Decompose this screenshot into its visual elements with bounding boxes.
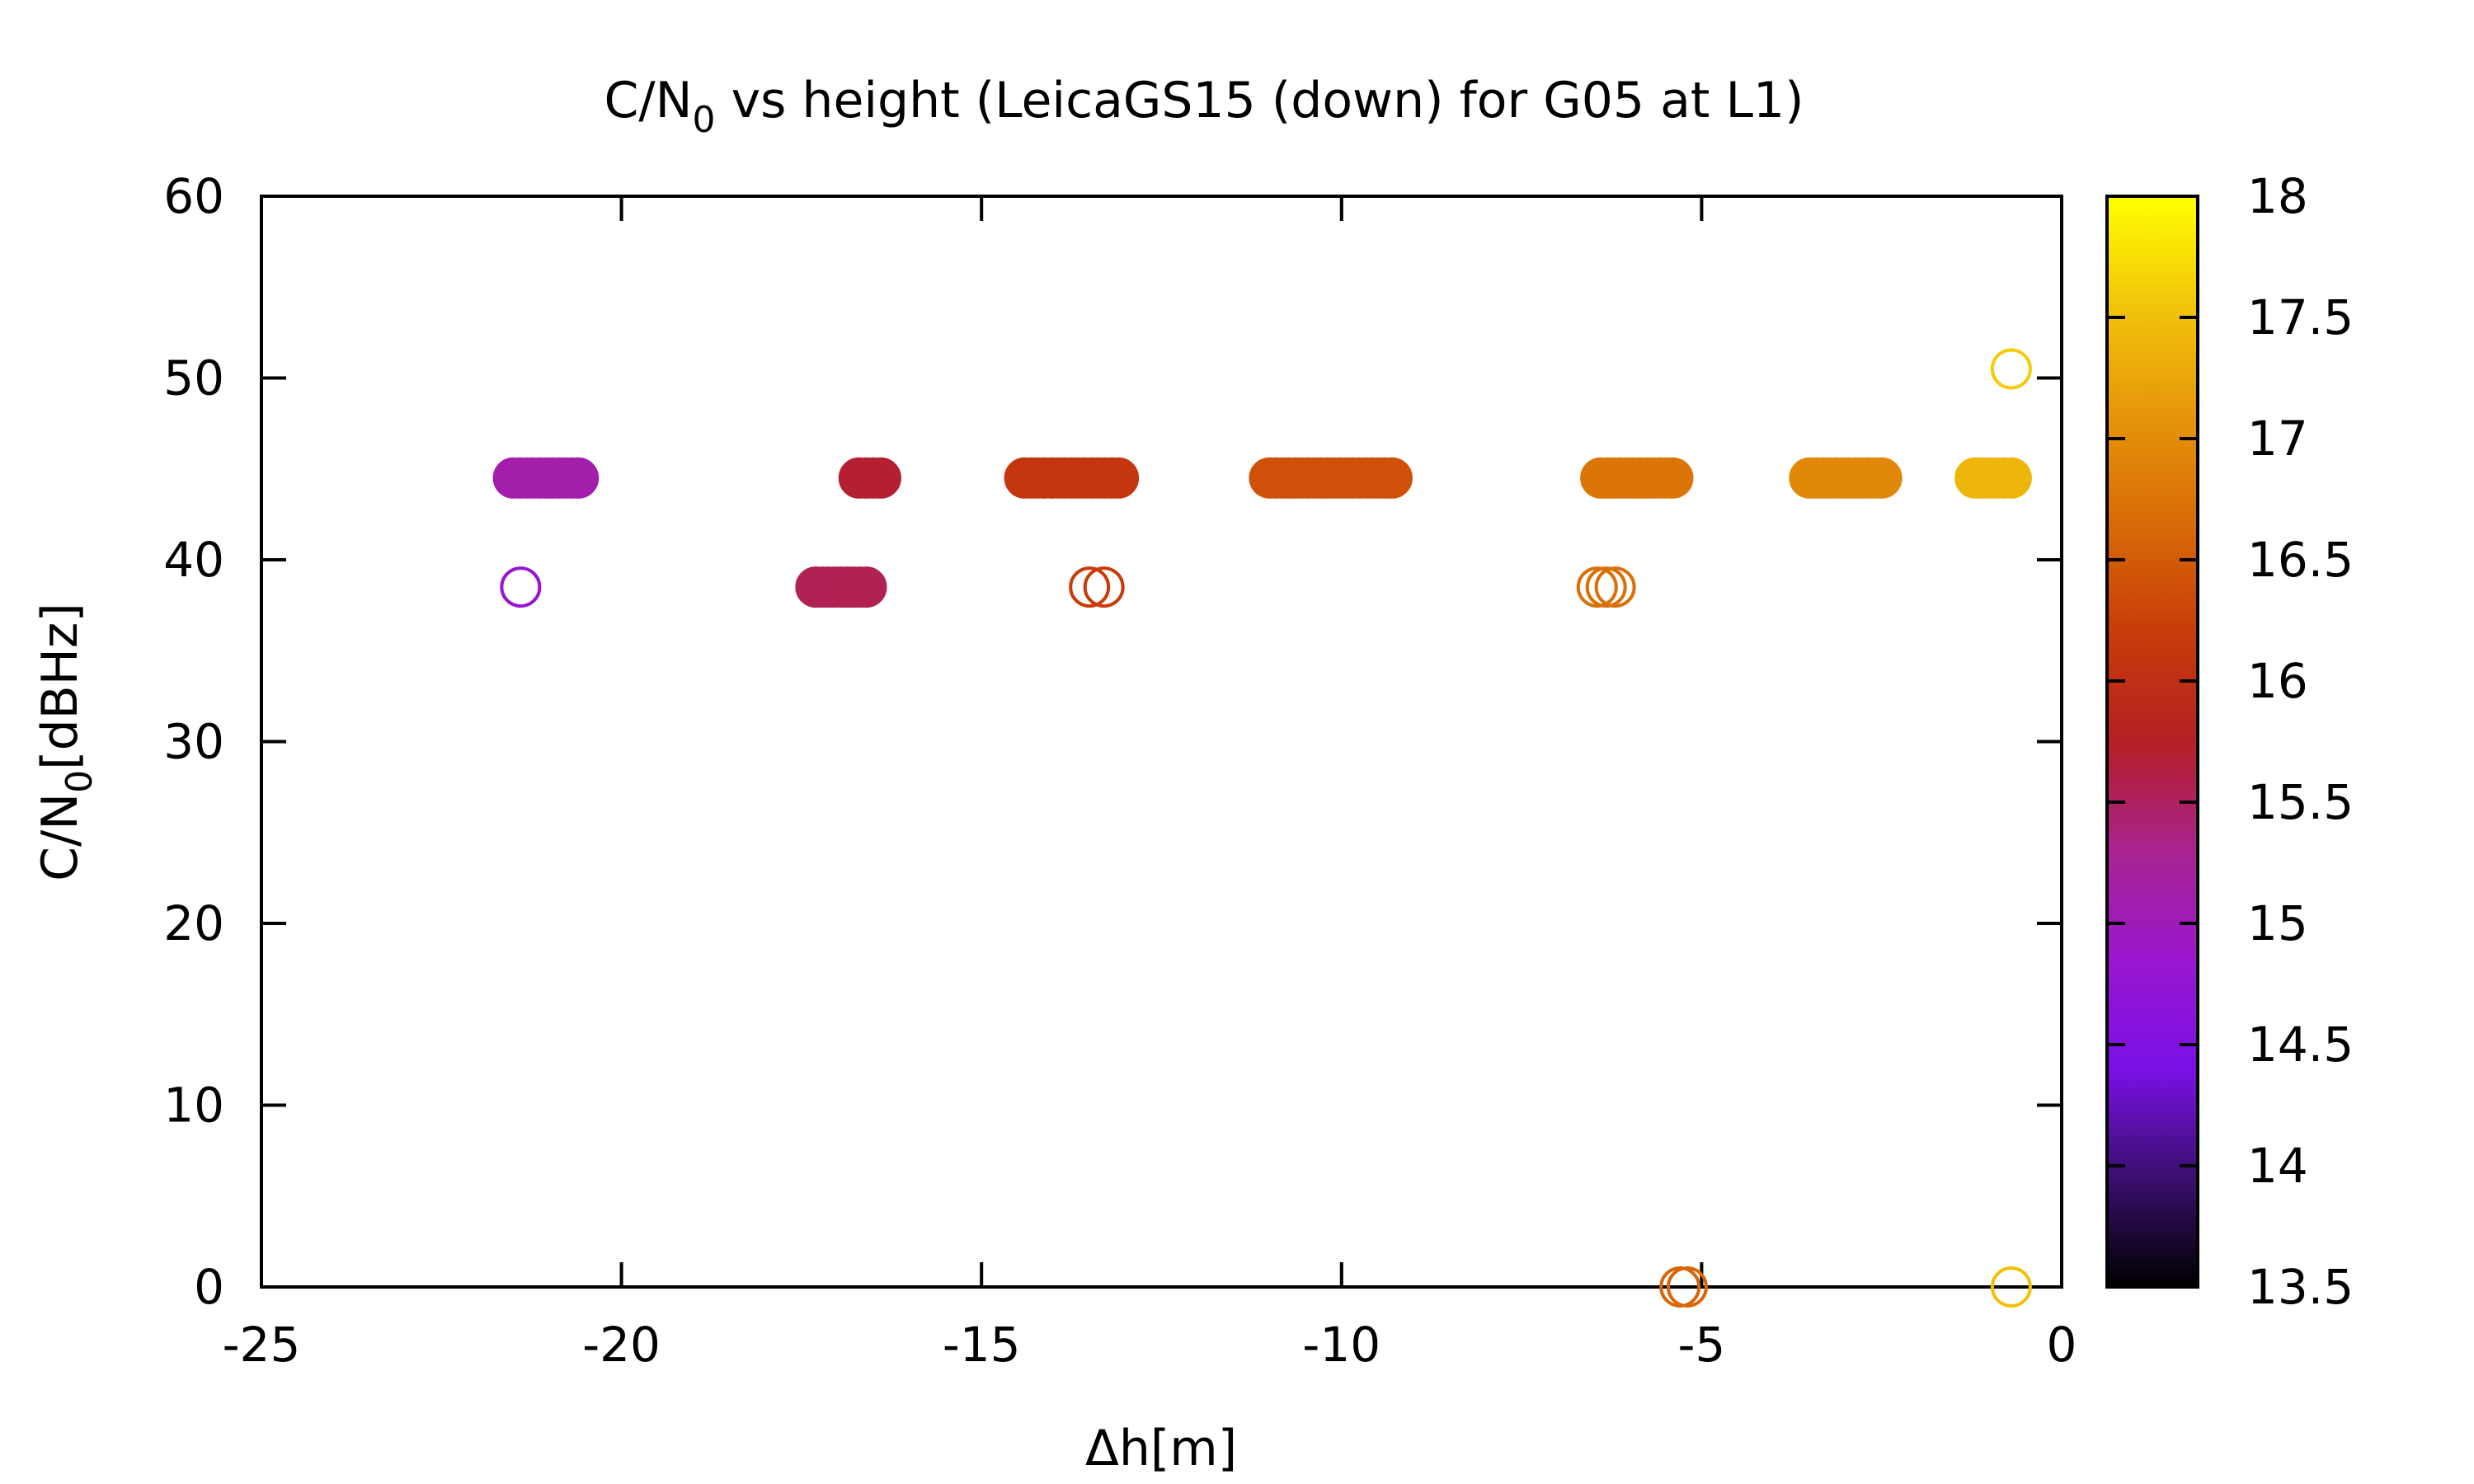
colorbar-tick-label: 17.5 — [2247, 289, 2354, 345]
data-point — [1990, 1266, 2032, 1308]
y-tick-labels: 0 10 20 30 40 50 60 — [163, 168, 224, 1315]
data-point — [845, 566, 887, 608]
data-point — [500, 566, 542, 608]
data-point — [557, 457, 600, 499]
colorbar — [2105, 195, 2199, 1289]
x-tick-labels: -25 -20 -15 -10 -5 0 — [223, 1317, 2077, 1373]
y-tick-label: 50 — [163, 350, 224, 406]
colorbar-tick-label: 16 — [2247, 653, 2308, 709]
y-tick-label: 20 — [163, 895, 224, 951]
data-point — [1652, 457, 1694, 499]
x-tick-label: -20 — [582, 1317, 661, 1373]
colorbar-tick-label: 15.5 — [2247, 774, 2354, 830]
chart-title: C/N0 vs height (LeicaGS15 (down) for G05… — [604, 72, 1804, 141]
x-tick-label: -25 — [223, 1317, 301, 1373]
y-tick-label: 10 — [163, 1078, 224, 1134]
x-tick-label: -5 — [1677, 1317, 1725, 1373]
data-point — [1666, 1266, 1708, 1308]
data-point — [1585, 566, 1627, 608]
data-point — [1860, 457, 1903, 499]
colorbar-tick-label: 15 — [2247, 895, 2308, 951]
data-point — [859, 457, 901, 499]
y-tick-label: 60 — [163, 168, 224, 224]
x-tick-label: 0 — [2047, 1317, 2077, 1373]
data-point — [1576, 566, 1618, 608]
colorbar-tick-label: 14 — [2247, 1138, 2308, 1194]
x-tick-label: -15 — [943, 1317, 1021, 1373]
colorbar-tick-label: 13.5 — [2247, 1259, 2354, 1315]
data-point — [1990, 348, 2032, 390]
colorbar-tick-label: 18 — [2247, 168, 2308, 224]
colorbar-tick-label: 14.5 — [2247, 1017, 2354, 1073]
colorbar-tick-label: 16.5 — [2247, 532, 2354, 588]
colorbar-tick-label: 17 — [2247, 411, 2308, 467]
plot-frame — [260, 195, 2063, 1289]
colorbar-ticks: 13.5 14 14.5 15 15.5 16 16.5 17 17.5 18 — [2107, 168, 2354, 1315]
y-tick-label: 30 — [163, 714, 224, 770]
y-axis-label: C/N0[dBHz] — [31, 603, 101, 881]
data-point — [1990, 457, 2032, 499]
data-points — [492, 348, 2032, 1308]
y-tick-label: 0 — [194, 1259, 224, 1315]
data-point — [1069, 566, 1111, 608]
x-tick-label: -10 — [1302, 1317, 1380, 1373]
data-point — [1594, 566, 1636, 608]
x-axis-label: Δh[m] — [1085, 1420, 1237, 1477]
y-tick-label: 40 — [163, 532, 224, 588]
axis-ticks — [260, 195, 2063, 1289]
data-point — [1083, 566, 1125, 608]
data-point — [1098, 457, 1140, 499]
data-point — [1371, 457, 1413, 499]
